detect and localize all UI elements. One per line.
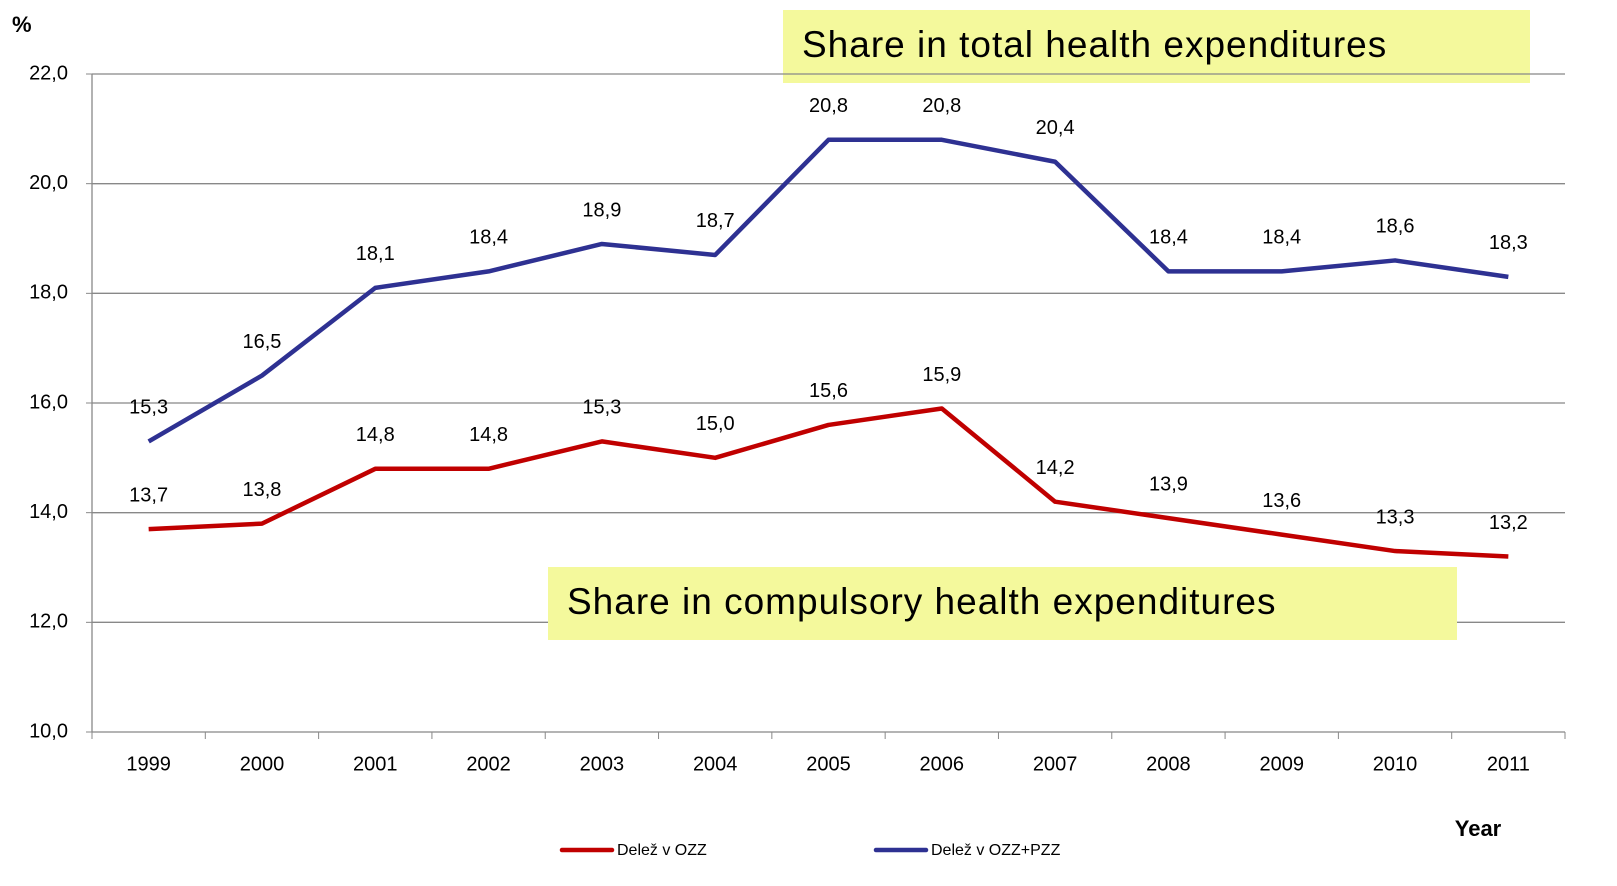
data-label: 18,4 [1262, 227, 1301, 249]
data-label: 18,7 [696, 210, 735, 232]
data-label: 13,8 [242, 479, 281, 501]
data-label: 18,3 [1489, 232, 1528, 254]
x-tick-label: 2010 [1373, 753, 1418, 775]
x-tick-label: 2009 [1259, 753, 1304, 775]
data-label: 20,8 [809, 95, 848, 117]
data-label: 15,0 [696, 413, 735, 435]
data-label: 16,5 [242, 331, 281, 353]
y-tick-label: 12,0 [29, 611, 68, 633]
x-axis-label: Year [1455, 816, 1502, 841]
y-tick-label: 16,0 [29, 391, 68, 413]
annotation: Share in compulsory health expenditures [567, 581, 1277, 622]
x-tick-label: 1999 [126, 753, 171, 775]
x-tick-label: 2007 [1033, 753, 1078, 775]
data-label: 18,4 [1149, 227, 1188, 249]
y-tick-label: 14,0 [29, 501, 68, 523]
y-tick-label: 10,0 [29, 720, 68, 742]
y-tick-label: 20,0 [29, 172, 68, 194]
x-tick-label: 2002 [466, 753, 511, 775]
x-tick-label: 2003 [580, 753, 625, 775]
data-label: 14,8 [469, 424, 508, 446]
data-label: 14,2 [1036, 457, 1075, 479]
series-line [148, 406, 1509, 559]
data-label: 15,3 [582, 397, 621, 419]
data-label: 20,8 [922, 95, 961, 117]
data-label: 13,3 [1376, 506, 1415, 528]
x-tick-label: 2004 [693, 753, 738, 775]
annotation: Share in total health expenditures [802, 24, 1387, 65]
annotation-box [783, 10, 1530, 83]
x-tick-label: 2001 [353, 753, 398, 775]
data-label: 13,6 [1262, 490, 1301, 512]
x-tick-label: 2005 [806, 753, 851, 775]
data-label: 18,4 [469, 227, 508, 249]
data-label: 13,9 [1149, 473, 1188, 495]
data-label: 14,8 [356, 424, 395, 446]
y-tick-label: 22,0 [29, 62, 68, 84]
data-label: 20,4 [1036, 117, 1075, 139]
x-tick-label: 2000 [240, 753, 285, 775]
legend-label: Delež v OZZ+PZZ [931, 842, 1061, 859]
y-tick-label: 18,0 [29, 282, 68, 304]
legend-label: Delež v OZZ [617, 842, 707, 859]
data-label: 15,9 [922, 364, 961, 386]
y-axis-label: % [12, 12, 32, 37]
data-label: 13,2 [1489, 512, 1528, 534]
series-line [147, 137, 1509, 444]
x-tick-label: 2006 [920, 753, 965, 775]
data-label: 15,6 [809, 380, 848, 402]
data-label: 18,9 [582, 199, 621, 221]
x-tick-label: 2008 [1146, 753, 1191, 775]
annotation-box [548, 567, 1457, 640]
x-tick-label: 2011 [1487, 753, 1530, 775]
data-label: 15,3 [129, 397, 168, 419]
data-label: 13,7 [129, 484, 168, 506]
data-label: 18,6 [1376, 216, 1415, 238]
data-label: 18,1 [356, 243, 395, 265]
